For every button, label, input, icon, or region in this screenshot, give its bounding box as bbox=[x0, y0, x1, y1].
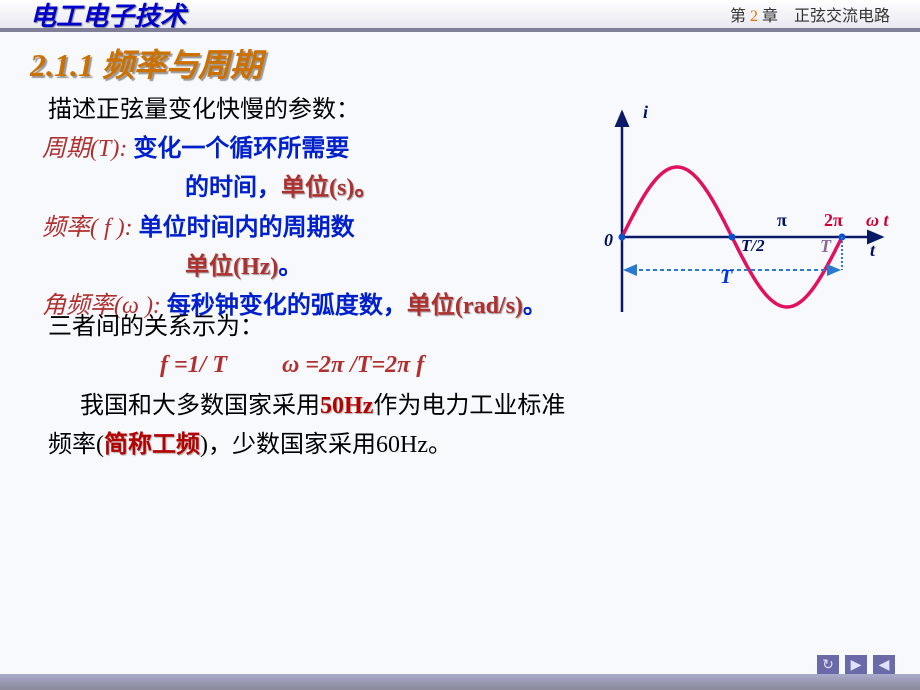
period-definition: 周期(T): 变化一个循环所需要 bbox=[30, 131, 610, 168]
bottom-bar bbox=[0, 674, 920, 690]
omega-t-label: ω t bbox=[866, 210, 889, 231]
reload-button[interactable]: ↻ bbox=[817, 655, 839, 675]
next-button[interactable]: ▶ bbox=[845, 655, 867, 675]
period-definition-line2: 的时间，单位(s)。 bbox=[30, 170, 610, 207]
y-axis-label: i bbox=[643, 102, 648, 123]
t-axis-label: t bbox=[870, 240, 875, 261]
t-span-label: T bbox=[720, 266, 732, 289]
body-line2: 频率(简称工频)，少数国家采用60Hz。 bbox=[30, 426, 890, 464]
course-title: 电工电子技术 bbox=[30, 0, 186, 33]
formula-f: f =1/ T bbox=[160, 352, 227, 378]
nav-buttons: ↻ ▶ ◀ bbox=[817, 655, 895, 675]
origin-label: 0 bbox=[604, 230, 613, 251]
frequency-unit: 单位(Hz)。 bbox=[30, 249, 610, 286]
chapter-label: 第 2 章 正弦交流电路 bbox=[730, 2, 890, 26]
two-pi-label: 2π bbox=[824, 210, 843, 231]
body-line1: 我国和大多数国家采用50Hz作为电力工业标准 bbox=[30, 387, 890, 425]
section-title: 2.1.1 频率与周期 bbox=[30, 40, 890, 86]
pi-label: π bbox=[777, 210, 787, 231]
prev-button[interactable]: ◀ bbox=[873, 655, 895, 675]
sine-wave-svg bbox=[592, 102, 902, 322]
formula-row: f =1/ T ω =2π /T=2π f bbox=[30, 352, 890, 379]
frequency-definition: 频率( f ): 单位时间内的周期数 bbox=[30, 210, 610, 247]
formula-omega: ω =2π /T=2π f bbox=[282, 352, 424, 378]
slide-content: 2.1.1 频率与周期 描述正弦量变化快慢的参数： 周期(T): 变化一个循环所… bbox=[0, 32, 920, 472]
t-full-label: T bbox=[820, 236, 831, 257]
t-half-label: T/2 bbox=[741, 236, 765, 256]
sine-wave-diagram: i π 2π ω t 0 T/2 T t T bbox=[592, 102, 902, 342]
slide-header: 电工电子技术 第 2 章 正弦交流电路 bbox=[0, 0, 920, 32]
